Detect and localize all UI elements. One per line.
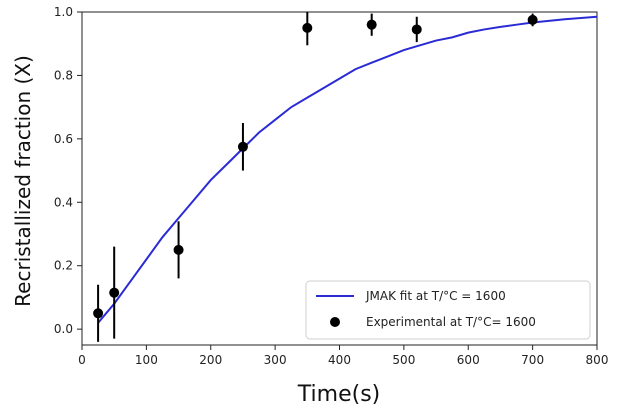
legend-dot-swatch bbox=[330, 317, 340, 327]
y-tick-label: 0.4 bbox=[54, 195, 73, 209]
x-tick-label: 300 bbox=[264, 353, 287, 367]
legend-entry-fit: JMAK fit at T/°C = 1600 bbox=[365, 289, 506, 303]
series-layer bbox=[93, 12, 598, 342]
y-tick-label: 0.8 bbox=[54, 68, 73, 82]
experimental-point bbox=[302, 22, 313, 33]
y-tick-label: 0.2 bbox=[54, 259, 73, 273]
experimental-point bbox=[366, 19, 377, 30]
x-tick-label: 200 bbox=[199, 353, 222, 367]
experimental-point bbox=[411, 24, 422, 35]
y-axis-title: Recristallized fraction (X) bbox=[11, 55, 35, 307]
x-tick-label: 500 bbox=[392, 353, 415, 367]
x-tick-label: 800 bbox=[586, 353, 609, 367]
x-tick-label: 100 bbox=[135, 353, 158, 367]
x-axis-title: Time(s) bbox=[297, 382, 380, 407]
x-tick-label: 700 bbox=[521, 353, 544, 367]
legend: JMAK fit at T/°C = 1600 Experimental at … bbox=[305, 280, 591, 340]
y-axis: 0.0 0.2 0.4 0.6 0.8 1.0 bbox=[54, 5, 82, 336]
experimental-point bbox=[173, 244, 184, 255]
jmak-fit-line bbox=[97, 15, 598, 324]
experimental-point bbox=[109, 287, 120, 298]
experimental-point bbox=[527, 14, 538, 25]
experimental-point bbox=[93, 308, 104, 319]
experimental-point bbox=[237, 141, 248, 152]
y-tick-label: 0.6 bbox=[54, 132, 73, 146]
x-axis: 0 100 200 300 400 500 600 700 800 bbox=[78, 345, 608, 367]
y-tick-label: 1.0 bbox=[54, 5, 73, 19]
legend-box bbox=[305, 280, 591, 340]
y-tick-label: 0.0 bbox=[54, 322, 73, 336]
x-tick-label: 400 bbox=[328, 353, 351, 367]
x-tick-label: 600 bbox=[457, 353, 480, 367]
legend-entry-experimental: Experimental at T/°C= 1600 bbox=[366, 315, 536, 329]
x-tick-label: 0 bbox=[78, 353, 86, 367]
